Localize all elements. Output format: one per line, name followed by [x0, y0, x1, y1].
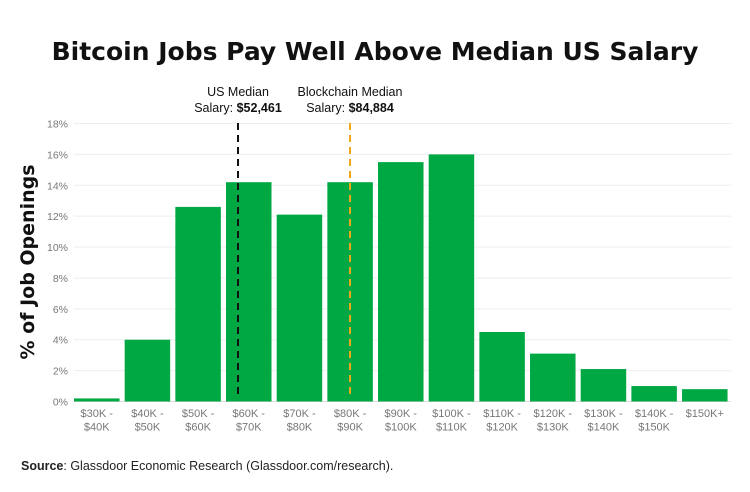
x-tick-label-line: $70K [236, 422, 262, 434]
bar [530, 353, 576, 402]
x-tick-label-line: $140K [588, 422, 620, 434]
x-tick-label: $40K - $50K [131, 408, 164, 434]
median-prefix: Salary: [306, 101, 348, 115]
y-tick-label: 14% [47, 180, 68, 192]
bar [175, 206, 221, 402]
y-tick-label: 2% [53, 366, 68, 378]
x-tick-label: $110K - $120K [483, 408, 521, 434]
x-tick-label-line: $100K - [432, 408, 471, 420]
y-tick-label: 18% [47, 119, 68, 131]
x-tick-label: $130K - $140K [584, 408, 623, 434]
y-tick-label: 12% [47, 211, 68, 223]
x-tick-label: $150K+ [686, 408, 724, 420]
median-annotations: US Median Salary: $52,461 Blockchain Media… [194, 85, 403, 396]
x-tick-label-line: $120K - [534, 408, 573, 420]
x-tick-label-line: $150K+ [686, 408, 724, 420]
y-tick-label: 16% [47, 149, 68, 161]
x-tick-label-line: $60K - [233, 408, 266, 420]
x-tick-label-line: $110K - [483, 408, 521, 420]
x-tick-label-line: $110K [436, 422, 468, 434]
bar [226, 182, 272, 402]
bar [378, 162, 424, 402]
x-tick-label-line: $40K - [131, 408, 164, 420]
x-tick-label: $80K - $90K [334, 408, 367, 434]
y-tick-label: 4% [53, 335, 68, 347]
x-axis-labels: $30K - $40K $40K - $50K $50K - $60K $60K - $70K… [81, 408, 724, 434]
x-tick-label-line: $130K - [584, 408, 623, 420]
bar [682, 389, 728, 402]
median-value-label: Salary: $84,884 [306, 101, 394, 115]
x-tick-label: $50K - $60K [182, 408, 215, 434]
x-tick-label: $70K - $80K [283, 408, 316, 434]
median-label: US Median [207, 85, 269, 99]
y-tick-label: 6% [53, 304, 68, 316]
median-value-label: Salary: $52,461 [194, 101, 282, 115]
x-tick-label-line: $120K [486, 422, 518, 434]
chart-title: Bitcoin Jobs Pay Well Above Median US Sa… [52, 37, 699, 66]
x-tick-label-line: $30K - [81, 408, 114, 420]
source-label: Source [21, 459, 63, 473]
x-tick-label-line: $100K [385, 422, 417, 434]
median-prefix: Salary: [194, 101, 236, 115]
x-tick-label-line: $50K [135, 422, 161, 434]
bar [479, 332, 525, 402]
x-tick-label: $60K - $70K [233, 408, 266, 434]
x-tick-label-line: $150K [638, 422, 670, 434]
source-note: Source: Glassdoor Economic Research (Gla… [21, 459, 393, 473]
source-text: : Glassdoor Economic Research (Glassdoor… [63, 459, 393, 473]
x-tick-label: $90K - $100K [385, 408, 418, 434]
y-tick-label: 10% [47, 242, 68, 254]
x-tick-label-line: $60K [185, 422, 211, 434]
median-value: $52,461 [237, 101, 282, 115]
x-tick-label-line: $140K - [635, 408, 674, 420]
x-tick-label-line: $70K - [283, 408, 316, 420]
bar [74, 398, 120, 402]
bar [124, 339, 171, 402]
x-tick-label: $140K - $150K [635, 408, 674, 434]
median-label: Blockchain Median [298, 85, 403, 99]
x-tick-label-line: $40K [84, 422, 110, 434]
x-tick-label-line: $130K [537, 422, 569, 434]
bar [580, 369, 627, 402]
bars [74, 154, 728, 402]
bar [276, 214, 323, 402]
x-tick-label-line: $90K [337, 422, 363, 434]
x-tick-label-line: $50K - [182, 408, 215, 420]
y-axis-ticks: 0% 2% 4% 6% 8% 10% 12% 14% 16% 18% [47, 119, 68, 409]
y-tick-label: 8% [53, 273, 68, 285]
x-tick-label: $120K - $130K [534, 408, 573, 434]
x-tick-label: $100K - $110K [432, 408, 471, 434]
median-value: $84,884 [349, 101, 394, 115]
x-tick-label-line: $80K - [334, 408, 367, 420]
x-tick-label-line: $90K - [385, 408, 418, 420]
x-tick-label: $30K - $40K [81, 408, 114, 434]
y-tick-label: 0% [53, 397, 68, 409]
bar [631, 386, 677, 402]
x-tick-label-line: $80K [287, 422, 313, 434]
bar [428, 154, 475, 402]
y-axis-label: % of Job Openings [17, 164, 39, 359]
